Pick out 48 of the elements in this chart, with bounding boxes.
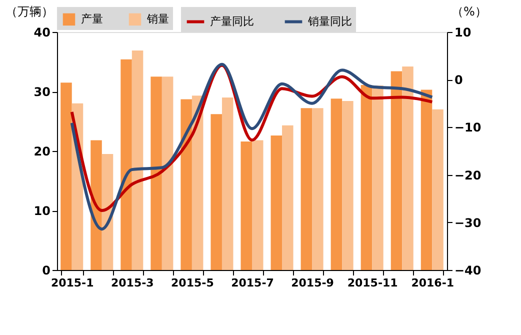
bar bbox=[120, 59, 132, 270]
bar bbox=[150, 76, 162, 270]
y2-tick-label: −10 bbox=[454, 120, 482, 135]
bar bbox=[402, 66, 414, 270]
bar bbox=[432, 109, 444, 270]
x-tick-label: 2015-5 bbox=[171, 276, 214, 290]
bar bbox=[240, 141, 252, 270]
y2-tick-label: 0 bbox=[454, 73, 463, 88]
bar bbox=[420, 90, 432, 270]
y2-tick-label: 10 bbox=[454, 26, 472, 40]
y2-tick-label: −40 bbox=[454, 264, 482, 278]
bar bbox=[90, 140, 102, 270]
x-tick-label: 2015-1 bbox=[50, 276, 94, 290]
x-tick-label: 2015-9 bbox=[291, 276, 334, 290]
y-axis-title: （万辆） bbox=[6, 4, 54, 18]
y-tick-label: 30 bbox=[34, 85, 50, 99]
y-tick-label: 20 bbox=[34, 144, 50, 158]
y2-tick-label: −20 bbox=[454, 168, 482, 182]
legend-label: 产量同比 bbox=[210, 14, 254, 28]
bar bbox=[300, 108, 312, 270]
bar bbox=[180, 99, 192, 270]
bar bbox=[342, 101, 354, 270]
y-tick-label: 40 bbox=[34, 26, 50, 40]
y-tick-label: 10 bbox=[34, 204, 50, 218]
bar bbox=[162, 76, 174, 270]
bar bbox=[60, 82, 72, 270]
legend-label: 产量 bbox=[81, 12, 103, 26]
x-tick-label: 2015-3 bbox=[110, 276, 154, 290]
bar bbox=[132, 50, 144, 270]
y-tick-label: 0 bbox=[42, 264, 50, 278]
y2-tick-label: −30 bbox=[454, 216, 482, 230]
bar bbox=[360, 84, 372, 270]
x-tick-label: 2015-11 bbox=[347, 276, 398, 290]
x-tick-label: 2015-7 bbox=[231, 276, 274, 290]
bar bbox=[222, 97, 234, 270]
legend-label: 销量 bbox=[146, 12, 169, 26]
bar bbox=[210, 114, 222, 270]
bar bbox=[102, 154, 114, 270]
bar bbox=[390, 71, 402, 270]
x-tick-label: 2016-1 bbox=[411, 276, 454, 290]
y2-axis-title: （%） bbox=[452, 4, 487, 18]
bar bbox=[270, 136, 282, 270]
bar bbox=[282, 125, 294, 270]
bar bbox=[372, 86, 384, 270]
bar bbox=[330, 98, 342, 270]
bar bbox=[252, 140, 264, 270]
bar bbox=[312, 108, 324, 270]
legend-label: 销量同比 bbox=[307, 14, 352, 28]
